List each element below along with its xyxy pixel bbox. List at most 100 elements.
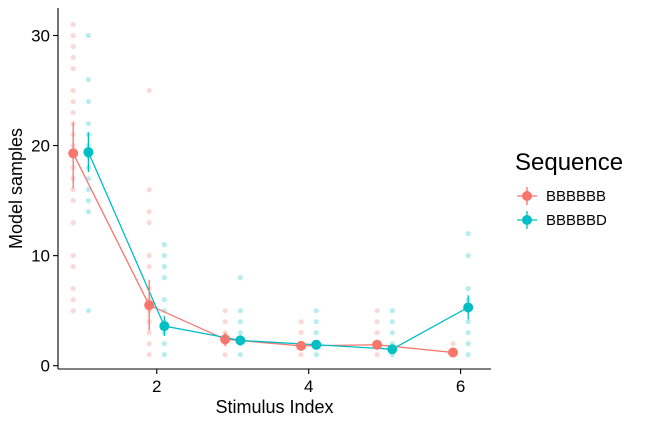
mean-point	[463, 302, 474, 313]
raw-point	[70, 54, 76, 61]
mean-lines-layer	[72, 151, 469, 354]
raw-point	[146, 341, 152, 347]
y-axis-title: Model samples	[6, 128, 26, 249]
raw-point	[85, 209, 91, 215]
raw-point	[161, 297, 167, 303]
x-tick-label: 6	[456, 377, 465, 396]
legend-key-point	[522, 215, 532, 225]
mean-point	[387, 344, 398, 355]
legend-title: Sequence	[515, 149, 623, 176]
x-tick-label: 4	[304, 377, 313, 396]
raw-point	[465, 352, 471, 358]
mean-point	[311, 339, 322, 350]
raw-point	[237, 330, 243, 336]
raw-point	[85, 187, 91, 193]
raw-point	[313, 308, 319, 314]
raw-point	[389, 308, 395, 314]
raw-point	[161, 253, 167, 259]
raw-point	[161, 341, 167, 347]
raw-point	[222, 319, 228, 325]
raw-point	[70, 43, 76, 50]
raw-point	[222, 352, 228, 358]
raw-point	[70, 32, 76, 39]
raw-point	[298, 319, 304, 325]
raw-point	[146, 87, 152, 94]
error-bars-layer	[72, 122, 469, 356]
raw-point	[146, 220, 152, 226]
raw-point	[146, 253, 152, 259]
raw-point	[450, 341, 456, 347]
x-axis-title: Stimulus Index	[215, 397, 333, 417]
y-tick-label: 0	[41, 357, 50, 376]
raw-point	[85, 32, 91, 39]
raw-point	[70, 308, 76, 314]
raw-point	[465, 330, 471, 336]
mean-point	[220, 334, 231, 345]
series-line	[72, 152, 454, 354]
raw-point	[161, 352, 167, 358]
raw-point	[313, 319, 319, 325]
raw-point	[161, 242, 167, 248]
mean-points-layer	[68, 147, 474, 358]
raw-point	[70, 98, 76, 105]
raw-point	[313, 330, 319, 336]
y-tick-label: 20	[31, 137, 50, 156]
raw-point	[146, 352, 152, 358]
raw-point	[374, 330, 380, 336]
raw-point	[85, 76, 91, 83]
y-tick-label: 30	[31, 27, 50, 46]
raw-point	[374, 308, 380, 314]
mean-point	[372, 339, 383, 350]
raw-points-layer	[70, 21, 471, 358]
raw-point	[70, 220, 76, 226]
mean-point	[144, 300, 155, 311]
raw-point	[85, 98, 91, 105]
ticks: 0 10 20 30 2 4 6	[31, 27, 465, 396]
raw-point	[70, 286, 76, 292]
raw-point	[374, 319, 380, 325]
raw-point	[146, 330, 152, 336]
raw-point	[70, 109, 76, 116]
mean-point	[235, 335, 246, 346]
raw-point	[465, 319, 471, 325]
mean-point	[448, 347, 459, 358]
raw-point	[85, 308, 91, 314]
raw-point	[70, 264, 76, 270]
y-tick-label: 10	[31, 247, 50, 266]
raw-point	[70, 253, 76, 259]
raw-point	[389, 330, 395, 336]
mean-point	[296, 340, 307, 351]
series-line	[87, 151, 469, 350]
raw-point	[70, 65, 76, 72]
raw-point	[237, 275, 243, 281]
legend: Sequence BBBBBB BBBBBD	[515, 149, 623, 229]
raw-point	[85, 198, 91, 204]
raw-point	[465, 341, 471, 347]
mean-point	[83, 147, 94, 158]
raw-point	[146, 187, 152, 193]
legend-key-point	[522, 191, 532, 201]
axes	[57, 8, 491, 370]
raw-point	[237, 352, 243, 358]
legend-label: BBBBBD	[546, 212, 607, 229]
raw-point	[374, 352, 380, 358]
mean-point	[68, 148, 79, 159]
raw-point	[298, 330, 304, 336]
raw-point	[70, 198, 76, 204]
mean-point	[159, 321, 170, 332]
raw-point	[222, 308, 228, 314]
raw-point	[465, 231, 471, 237]
raw-point	[465, 253, 471, 259]
raw-point	[465, 286, 471, 292]
raw-point	[146, 264, 152, 270]
raw-point	[237, 308, 243, 314]
raw-point	[389, 319, 395, 325]
x-tick-label: 2	[152, 377, 161, 396]
raw-point	[298, 352, 304, 358]
raw-point	[161, 264, 167, 270]
legend-label: BBBBBB	[546, 188, 606, 205]
raw-point	[237, 319, 243, 325]
raw-point	[70, 187, 76, 193]
raw-point	[85, 120, 91, 127]
